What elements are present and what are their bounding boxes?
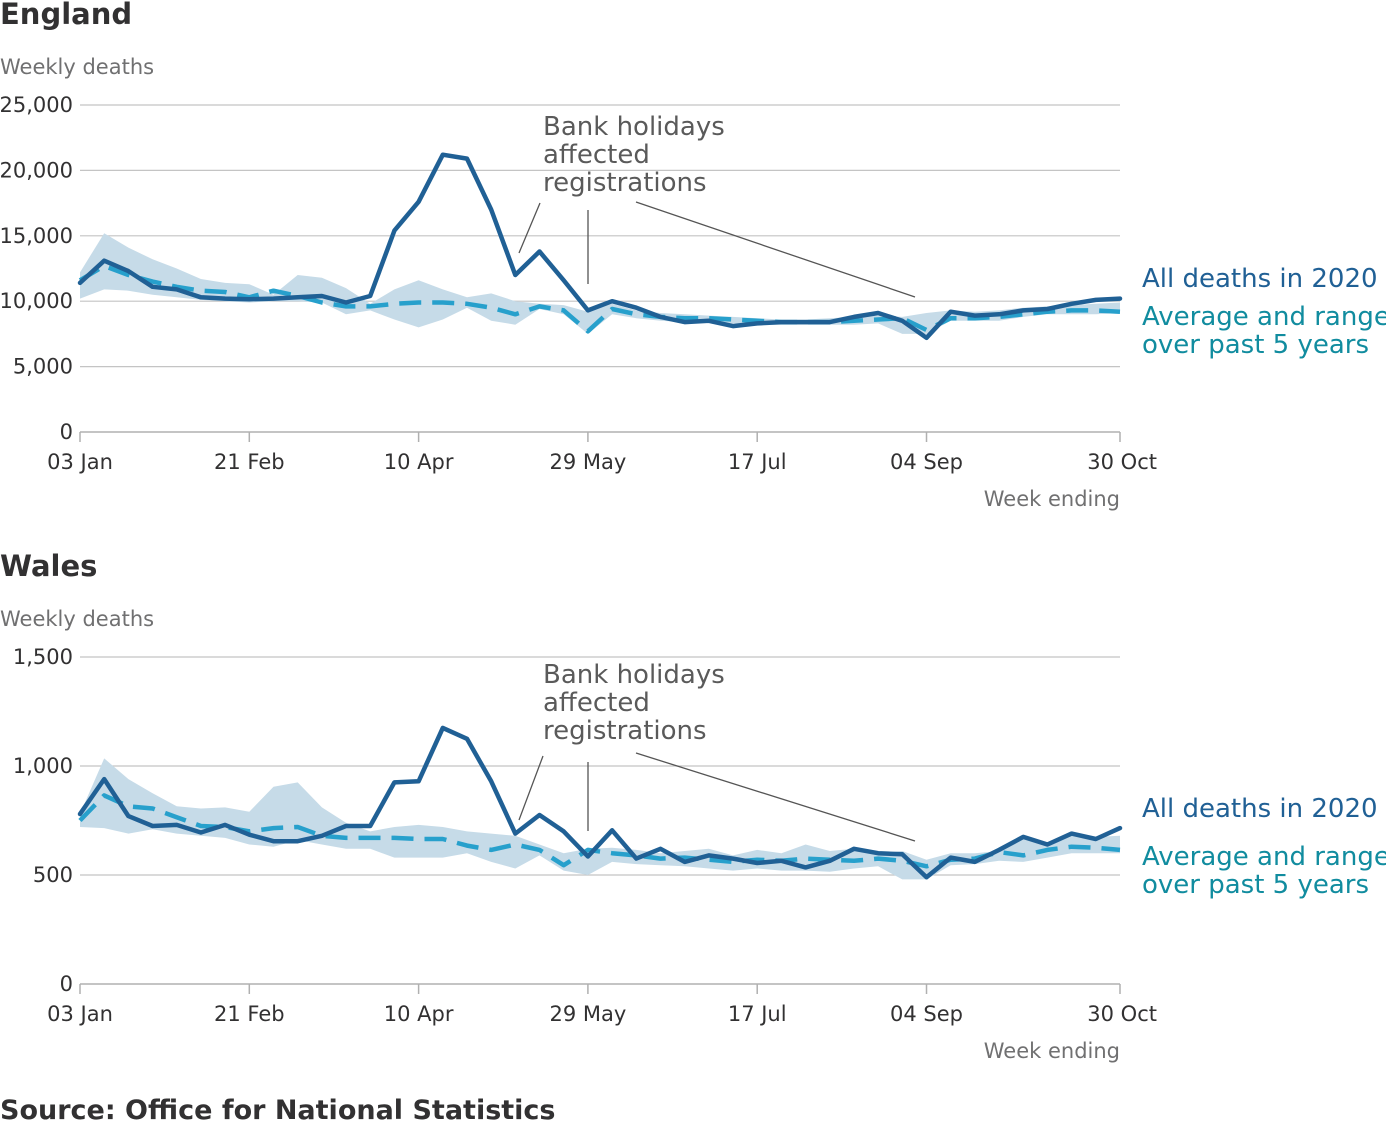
annotation-pointer <box>635 752 916 842</box>
legend-average-line2: over past 5 years <box>1142 870 1369 900</box>
x-tick-label: 03 Jan <box>47 450 113 474</box>
y-tick-label: 25,000 <box>0 93 73 117</box>
x-tick-label: 29 May <box>550 450 627 474</box>
x-tick-label: 17 Jul <box>728 1002 787 1026</box>
y-tick-label: 0 <box>60 972 73 996</box>
x-tick-label: 04 Sep <box>890 450 963 474</box>
annotation-pointer <box>635 201 916 298</box>
x-tick-label: 04 Sep <box>890 1002 963 1026</box>
all-deaths-2020-line <box>77 725 1123 880</box>
legend-average-line1: Average and range <box>1142 842 1386 872</box>
x-tick-label: 21 Feb <box>214 450 285 474</box>
average-line <box>78 263 1121 334</box>
all-deaths-2020-line <box>77 152 1123 341</box>
england-chart: England Weekly deaths 0 5,000 10,000 15,000 20… <box>0 0 1386 511</box>
y-tick-label: 5,000 <box>13 355 73 379</box>
source-note: Source: Office for National Statistics <box>0 1095 556 1126</box>
x-tick-label: 10 Apr <box>384 450 454 474</box>
annotation-text: affected <box>543 140 650 170</box>
x-tick-label: 03 Jan <box>47 1002 113 1026</box>
chart-title: England <box>0 0 132 31</box>
x-tick-label: 30 Oct <box>1087 1002 1157 1026</box>
y-tick-label: 20,000 <box>0 158 73 182</box>
wales-chart: Wales Weekly deaths 0 500 1,000 1,500 03 Jan 21… <box>0 549 1386 1063</box>
y-axis-label: Weekly deaths <box>0 55 154 79</box>
chart-title: Wales <box>0 549 97 583</box>
x-axis-label: Week ending <box>984 487 1120 511</box>
legend-all-deaths-2020: All deaths in 2020 <box>1142 264 1378 294</box>
legend-average-line2: over past 5 years <box>1142 330 1369 360</box>
y-tick-label: 1,500 <box>13 645 73 669</box>
annotation-text: Bank holidays <box>543 660 725 690</box>
y-tick-label: 0 <box>60 420 73 444</box>
y-tick-label: 500 <box>33 863 73 887</box>
x-tick-label: 30 Oct <box>1087 450 1157 474</box>
annotation-pointer <box>518 202 541 254</box>
range-band <box>80 758 1120 880</box>
annotation-text: Bank holidays <box>543 112 725 142</box>
y-axis-label: Weekly deaths <box>0 607 154 631</box>
x-tick-label: 29 May <box>550 1002 627 1026</box>
annotation-pointer <box>518 755 544 821</box>
y-tick-label: 1,000 <box>13 754 73 778</box>
annotation-text: registrations <box>543 716 707 746</box>
x-tick-label: 17 Jul <box>728 450 787 474</box>
x-axis-label: Week ending <box>984 1039 1120 1063</box>
range-band <box>80 233 1120 334</box>
y-tick-label: 10,000 <box>0 289 73 313</box>
annotation-text: registrations <box>543 168 707 198</box>
x-tick-label: 10 Apr <box>384 1002 454 1026</box>
annotation-text: affected <box>543 688 650 718</box>
x-tick-label: 21 Feb <box>214 1002 285 1026</box>
legend-all-deaths-2020: All deaths in 2020 <box>1142 794 1378 824</box>
legend-average-line1: Average and range <box>1142 302 1386 332</box>
y-tick-label: 15,000 <box>0 224 73 248</box>
